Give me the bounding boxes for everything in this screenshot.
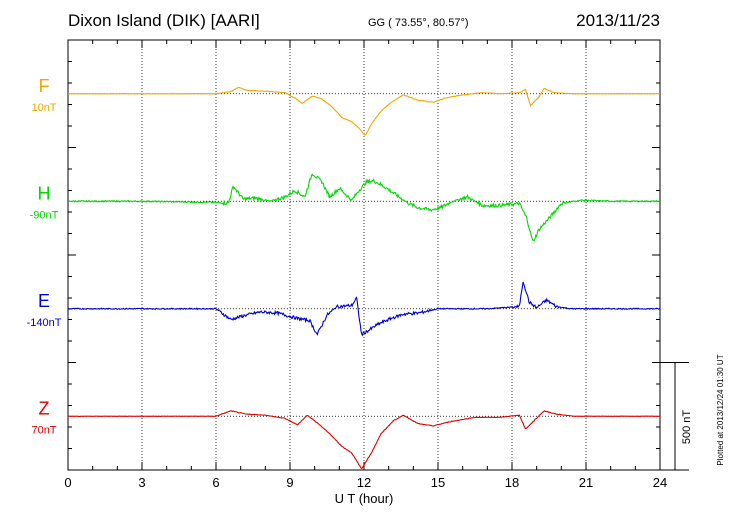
baseline-value-f: 10nT <box>31 102 56 114</box>
station-title: Dixon Island (DIK) [AARI] <box>68 11 260 30</box>
x-tick-label: 6 <box>212 475 219 490</box>
component-labels: F 10nT H -90nT E -140nT Z 70nT <box>27 76 62 437</box>
x-tick-label: 9 <box>286 475 293 490</box>
x-axis-ticks: 0 3 6 9 12 15 18 21 24 <box>64 40 667 490</box>
baseline-value-e: -140nT <box>27 317 62 329</box>
x-axis-label: U T (hour) <box>335 491 394 506</box>
component-label-f: F <box>39 76 50 96</box>
series-group <box>67 86 661 470</box>
station-coordinates: GG ( 73.55°, 80.57°) <box>368 17 469 29</box>
x-tick-label: 0 <box>64 475 71 490</box>
series-line-h <box>67 173 661 242</box>
series-line-f <box>67 86 660 136</box>
plotted-note: Plotted at 2013/12/24 01:30 UT <box>716 354 725 465</box>
scale-bar: 500 nT <box>660 362 693 471</box>
scale-bar-label: 500 nT <box>681 410 693 445</box>
x-tick-label: 3 <box>138 475 145 490</box>
x-tick-label: 21 <box>579 475 593 490</box>
series-line-e <box>67 281 661 337</box>
component-label-z: Z <box>39 398 50 418</box>
x-tick-label: 18 <box>505 475 519 490</box>
grid-lines <box>68 40 660 470</box>
component-label-e: E <box>38 291 50 311</box>
plot-frame <box>67 39 661 471</box>
component-label-h: H <box>38 183 51 203</box>
minor-ticks <box>68 39 660 471</box>
date-label: 2013/11/23 <box>576 11 660 30</box>
series-line-z <box>67 410 661 470</box>
x-tick-label: 24 <box>653 475 667 490</box>
x-tick-label: 15 <box>431 475 445 490</box>
x-tick-label: 12 <box>357 475 371 490</box>
baseline-value-z: 70nT <box>31 424 56 436</box>
baseline-value-h: -90nT <box>30 209 59 221</box>
